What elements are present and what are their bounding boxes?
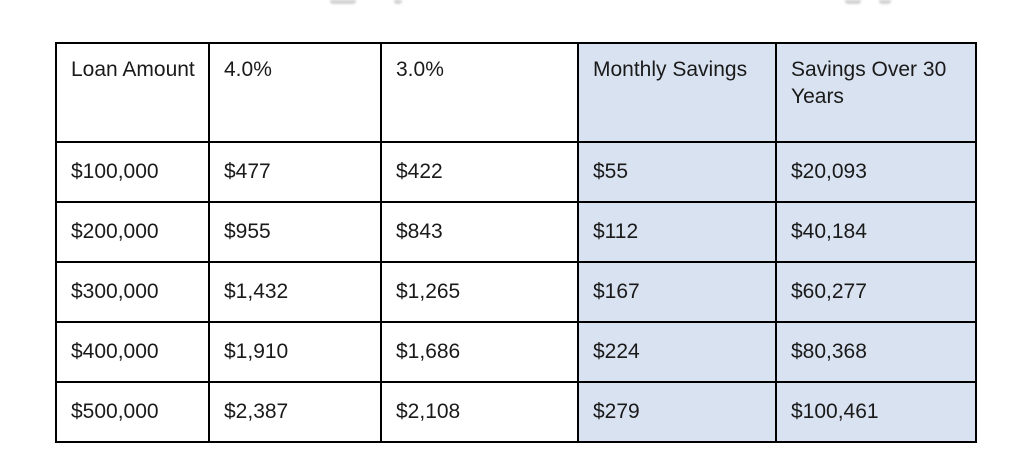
table-row: $500,000 $2,387 $2,108 $279 $100,461 xyxy=(55,381,977,443)
cell-rate-4-payment: $2,387 xyxy=(208,381,382,443)
cell-rate-4-payment: $477 xyxy=(208,141,382,203)
cell-monthly-savings: $224 xyxy=(577,321,777,383)
cell-monthly-savings: $112 xyxy=(577,201,777,263)
cropped-text-remnant xyxy=(330,0,356,4)
cell-loan-amount: $100,000 xyxy=(55,141,210,203)
cell-rate-4-payment: $1,910 xyxy=(208,321,382,383)
cell-savings-30yr: $100,461 xyxy=(775,381,977,443)
cell-savings-30yr: $40,184 xyxy=(775,201,977,263)
cell-savings-30yr: $80,368 xyxy=(775,321,977,383)
cropped-text-remnant xyxy=(879,0,891,4)
cell-rate-3-payment: $1,686 xyxy=(380,321,579,383)
table-row: $400,000 $1,910 $1,686 $224 $80,368 xyxy=(55,321,977,383)
cell-rate-3-payment: $2,108 xyxy=(380,381,579,443)
cell-monthly-savings: $167 xyxy=(577,261,777,323)
cell-monthly-savings: $279 xyxy=(577,381,777,443)
column-header-rate-4: 4.0% xyxy=(208,42,382,143)
cell-loan-amount: $200,000 xyxy=(55,201,210,263)
column-header-loan-amount: Loan Amount xyxy=(55,42,210,143)
cell-loan-amount: $400,000 xyxy=(55,321,210,383)
table-row: $300,000 $1,432 $1,265 $167 $60,277 xyxy=(55,261,977,323)
table-row: $200,000 $955 $843 $112 $40,184 xyxy=(55,201,977,263)
cell-rate-3-payment: $422 xyxy=(380,141,579,203)
cell-savings-30yr: $60,277 xyxy=(775,261,977,323)
cropped-text-remnant xyxy=(845,0,861,4)
cell-rate-4-payment: $1,432 xyxy=(208,261,382,323)
table-row: $100,000 $477 $422 $55 $20,093 xyxy=(55,141,977,203)
cell-loan-amount: $300,000 xyxy=(55,261,210,323)
cell-rate-4-payment: $955 xyxy=(208,201,382,263)
cell-loan-amount: $500,000 xyxy=(55,381,210,443)
cell-rate-3-payment: $843 xyxy=(380,201,579,263)
refinance-savings-table: Loan Amount 4.0% 3.0% Monthly Savings Sa… xyxy=(55,42,977,443)
cell-rate-3-payment: $1,265 xyxy=(380,261,579,323)
cell-savings-30yr: $20,093 xyxy=(775,141,977,203)
column-header-savings-30-years: Savings Over 30 Years xyxy=(775,42,977,143)
cropped-text-remnant xyxy=(394,0,402,4)
column-header-monthly-savings: Monthly Savings xyxy=(577,42,777,143)
column-header-rate-3: 3.0% xyxy=(380,42,579,143)
header-row: Loan Amount 4.0% 3.0% Monthly Savings Sa… xyxy=(55,42,977,143)
cell-monthly-savings: $55 xyxy=(577,141,777,203)
